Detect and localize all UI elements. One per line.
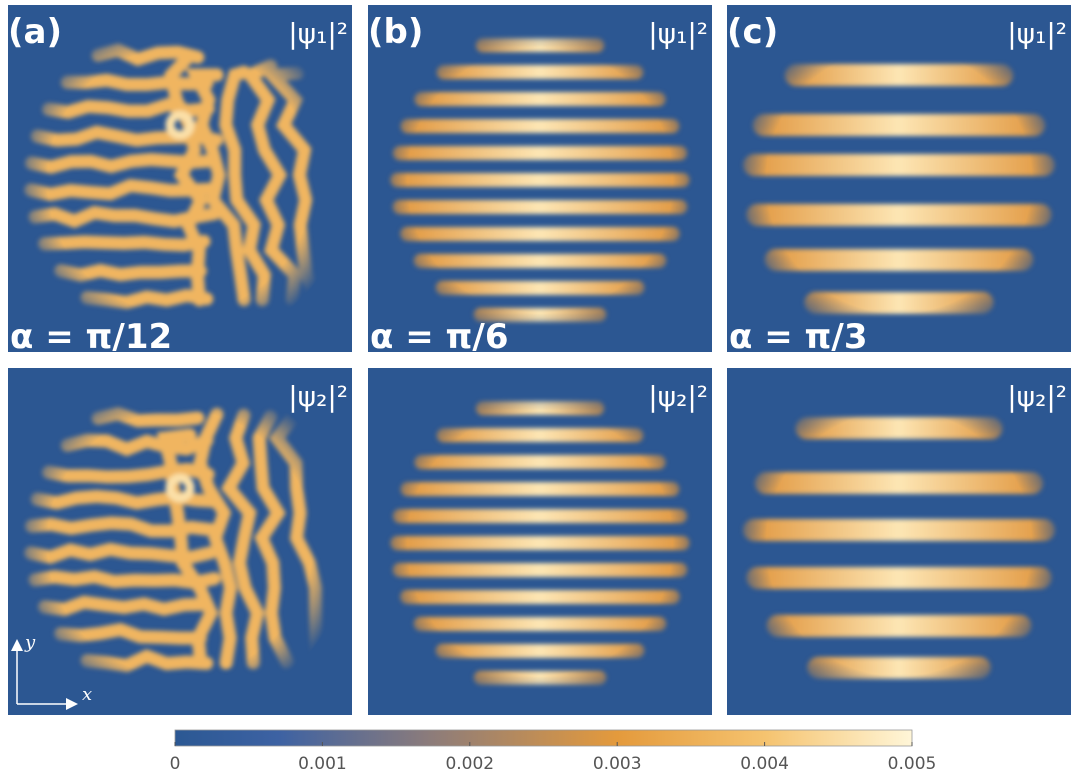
- stripe: [392, 509, 688, 523]
- stripe: [60, 73, 214, 92]
- stripe: [392, 200, 688, 214]
- stripe: [37, 595, 211, 617]
- stripe: [219, 65, 271, 307]
- stripe: [745, 204, 1053, 226]
- stripe: [28, 570, 222, 590]
- tick-label: 0.001: [298, 754, 347, 774]
- stripe: [804, 292, 994, 314]
- stripe: [784, 64, 1014, 86]
- stripe: [258, 66, 325, 307]
- panel: |ψ₁|² (b) α = π/6: [368, 5, 712, 357]
- tick-label: 0.003: [593, 754, 642, 774]
- density-label: |ψ₁|²: [288, 17, 348, 50]
- tick-label: 0.002: [445, 754, 494, 774]
- panel: |ψ₂|²: [368, 368, 712, 715]
- axes-indicator: xy: [11, 632, 92, 710]
- density-label: |ψ₂|²: [648, 380, 708, 413]
- alpha-label: α = π/6: [370, 317, 509, 357]
- stripe: [164, 49, 209, 307]
- tick-label: 0: [170, 754, 181, 774]
- y-label: y: [24, 632, 36, 653]
- stripe: [475, 38, 605, 52]
- panel-label: (b): [368, 12, 423, 52]
- stripe: [413, 617, 667, 631]
- stripe: [414, 92, 666, 106]
- pattern: [23, 43, 325, 310]
- stripe: [752, 114, 1046, 136]
- colorbar: [174, 729, 913, 747]
- stripe: [742, 519, 1056, 541]
- stripe: [475, 401, 605, 415]
- stripe: [473, 671, 607, 685]
- blob: [165, 473, 195, 503]
- stripe: [390, 536, 690, 550]
- density-label: |ψ₂|²: [288, 380, 348, 413]
- stripe: [435, 281, 645, 295]
- stripe: [436, 65, 644, 79]
- tick-label: 0.004: [740, 754, 789, 774]
- panel: |ψ₂|²: [727, 368, 1071, 715]
- blob: [165, 110, 195, 140]
- stripe: [80, 288, 214, 310]
- stripe: [390, 173, 690, 187]
- pattern: [23, 404, 325, 673]
- stripe: [193, 407, 238, 670]
- stripe: [742, 154, 1056, 176]
- panel: |ψ₁|² (c) α = π/3: [727, 5, 1071, 357]
- density-label: |ψ₂|²: [1007, 380, 1067, 413]
- stripe: [400, 482, 680, 496]
- stripe: [240, 59, 302, 307]
- pattern: [742, 417, 1056, 679]
- stripe: [23, 178, 217, 202]
- stripe: [53, 623, 207, 645]
- stripe: [754, 472, 1044, 494]
- stripe: [91, 406, 205, 428]
- density-label: |ψ₁|²: [1007, 17, 1067, 50]
- stripe: [745, 567, 1053, 589]
- stripe: [473, 308, 607, 322]
- stripe: [807, 657, 991, 679]
- stripe: [220, 408, 265, 670]
- stripe: [399, 590, 681, 604]
- stripe: [392, 563, 688, 577]
- alpha-label: α = π/12: [10, 317, 172, 357]
- stripe: [268, 404, 325, 670]
- stripe: [185, 68, 251, 307]
- stripe: [156, 428, 219, 670]
- stripe: [80, 649, 214, 673]
- panel-label: (a): [8, 12, 62, 52]
- panel: |ψ₁|² (a) α = π/12: [8, 5, 352, 357]
- stripe: [436, 428, 644, 442]
- stripe: [435, 644, 645, 658]
- alpha-label: α = π/3: [729, 317, 868, 357]
- stripe: [764, 249, 1034, 271]
- stripe: [414, 455, 666, 469]
- pattern: [390, 38, 690, 322]
- panel: |ψ₂|²: [8, 368, 352, 715]
- panel-label: (c): [727, 12, 778, 52]
- stripe: [41, 462, 215, 484]
- stripe: [400, 119, 680, 133]
- stripe: [795, 417, 1003, 439]
- stripe: [37, 234, 211, 252]
- stripe: [399, 227, 681, 241]
- tick-label: 0.005: [888, 754, 937, 774]
- stripe: [252, 409, 295, 670]
- stripe: [60, 433, 214, 457]
- x-label: x: [82, 684, 92, 705]
- stripe: [24, 153, 218, 174]
- stripe: [91, 43, 205, 67]
- pattern: [742, 64, 1056, 314]
- density-label: |ψ₁|²: [648, 17, 708, 50]
- stripe: [766, 615, 1032, 637]
- pattern: [390, 401, 690, 685]
- stripe: [53, 263, 207, 282]
- stripe: [413, 254, 667, 268]
- stripe: [392, 146, 688, 160]
